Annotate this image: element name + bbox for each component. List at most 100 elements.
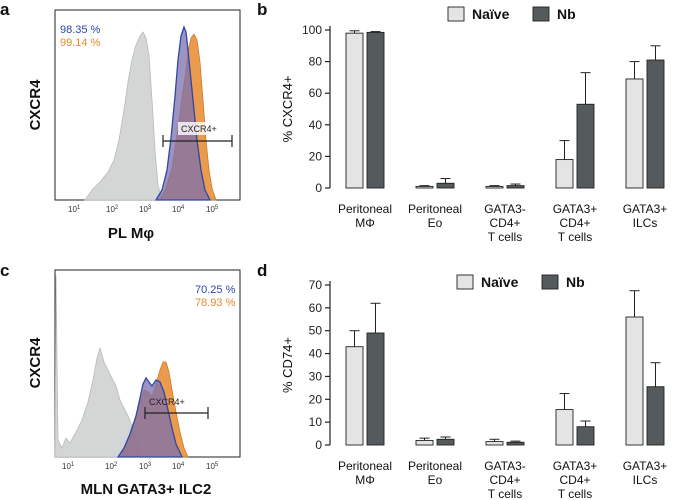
chart-b-bar-2-0	[485, 185, 504, 189]
flow-a-xtick-3: 103	[139, 205, 152, 214]
flow-c-xtick-4: 104	[172, 462, 185, 471]
chart-d-ytick-label-0: 0	[315, 438, 322, 452]
panel-letter-a: a	[0, 0, 10, 19]
chart-b-ytick-label-5: 100	[302, 23, 322, 37]
chart-d-ytick-label-1: 10	[309, 415, 323, 429]
chart-d-legend-swatch-1	[541, 274, 559, 290]
chart-b-category-label-0-0: Peritoneal	[338, 202, 392, 216]
chart-b-legend-label-0: Naïve	[472, 6, 510, 22]
chart-d-category-label-4-0: GATA3+	[623, 459, 668, 473]
flow-a-xlabel: PL Mφ	[108, 225, 155, 242]
chart-d-ytick-label-2: 20	[309, 392, 323, 406]
flow-c-xtick-1: 101	[62, 462, 75, 471]
chart-d-category-label-2-1: CD4+	[489, 473, 520, 487]
chart-d-bar-4-1	[646, 386, 665, 446]
chart-b-ytick-label-3: 60	[309, 86, 323, 100]
flow-a-xtick-4: 104	[172, 205, 185, 214]
chart-d-category-label-2-0: GATA3-	[484, 459, 526, 473]
chart-d-bar-2-1	[506, 441, 525, 446]
chart-d-category-label-1-0: Peritoneal	[408, 459, 462, 473]
flow-c-xtick-3: 103	[139, 462, 152, 471]
chart-b-category-label-2-2: T cells	[488, 230, 522, 244]
flow-c-xtick-2: 102	[105, 462, 118, 471]
flow-c-orange-percent: 78.93 %	[195, 297, 236, 309]
chart-d-legend-label-0: Naïve	[481, 274, 519, 290]
chart-b-category-label-3-1: CD4+	[559, 216, 590, 230]
flow-c-blue-histogram	[116, 376, 184, 458]
chart-d-category-label-0-0: Peritoneal	[338, 459, 392, 473]
chart-b-legend-swatch-0	[447, 6, 465, 22]
chart-b-bar-0-0	[345, 32, 364, 189]
flow-c-xticks: 101 102 103 104 105	[62, 462, 219, 471]
chart-d-category-label-0-1: MΦ	[355, 473, 375, 487]
panel-letter-d: d	[257, 261, 267, 280]
chart-b-category-label-1-0: Peritoneal	[408, 202, 462, 216]
chart-b-category-label-3-2: T cells	[558, 230, 592, 244]
chart-b-category-label-0-1: MΦ	[355, 216, 375, 230]
chart-b-category-label-1-1: Eo	[428, 216, 443, 230]
flow-a-gate-label: CXCR4+	[181, 124, 217, 134]
chart-b-ytick-label-1: 20	[309, 149, 323, 163]
chart-b-category-label-3-0: GATA3+	[553, 202, 598, 216]
chart-b-bar-0-1	[366, 31, 385, 189]
panel-a: a CXCR4 98.35 % 99.14 % CXCR4+ 101 102 1…	[0, 0, 241, 242]
flow-a-gate-label-bg	[178, 122, 216, 135]
chart-b-legend-label-1: Nb	[557, 6, 576, 22]
chart-d-ylabel: % CD74+	[280, 337, 295, 393]
chart-d-category-label-2-2: T cells	[488, 487, 522, 500]
panel-letter-b: b	[257, 0, 267, 19]
chart-d-bar-4-0	[625, 316, 644, 446]
chart-d-ytick-label-4: 40	[309, 347, 323, 361]
chart-b-category-label-2-1: CD4+	[489, 216, 520, 230]
chart-d-ytick-label-7: 70	[309, 278, 323, 292]
chart-d-ytick-label-6: 60	[309, 301, 323, 315]
chart-d-bar-3-1	[576, 426, 595, 446]
chart-b-category-label-4-0: GATA3+	[623, 202, 668, 216]
chart-b-ytick-label-4: 80	[309, 55, 323, 69]
flow-c-blue-percent: 70.25 %	[195, 284, 236, 296]
chart-d-bar-1-0	[415, 439, 434, 446]
chart-d-legend-swatch-0	[456, 274, 474, 290]
flow-a-xtick-2: 102	[106, 205, 119, 214]
chart-d-category-label-1-1: Eo	[428, 473, 443, 487]
chart-b-bar-4-0	[625, 78, 644, 189]
flow-c-xtick-5: 105	[206, 462, 219, 471]
flow-a-blue-percent: 98.35 %	[60, 24, 101, 36]
panel-c: c CXCR4 70.25 % 78.93 % CXCR4+ 101 102 1…	[0, 261, 241, 498]
flow-a-xticks: 101 102 103 104 105	[68, 205, 219, 214]
flow-a-grey-histogram	[84, 31, 163, 201]
chart-d-bar-0-0	[345, 346, 364, 446]
flow-c-gate-label: CXCR4+	[149, 397, 185, 407]
panel-letter-c: c	[0, 261, 9, 280]
chart-b-ytick-label-2: 40	[309, 118, 323, 132]
chart-b-category-label-4-1: ILCs	[633, 216, 658, 230]
flow-a-blue-histogram	[154, 25, 212, 201]
chart-d-bar-1-1	[436, 438, 455, 446]
chart-d-bar-2-0	[485, 441, 504, 446]
chart-d-legend-label-1: Nb	[566, 274, 585, 290]
chart-b-bar-3-1	[576, 103, 595, 189]
chart-d-ytick-label-3: 30	[309, 369, 323, 383]
chart-b-bar-3-0	[555, 159, 574, 189]
chart-d-category-label-3-0: GATA3+	[553, 459, 598, 473]
flow-c-ylabel: CXCR4	[27, 337, 44, 389]
flow-a-xtick-5: 105	[206, 205, 219, 214]
chart-b-bar-4-1	[646, 59, 665, 189]
chart-b-bar-1-0	[415, 185, 434, 189]
chart-d-category-label-3-2: T cells	[558, 487, 592, 500]
chart-b-ytick-label-0: 0	[315, 181, 322, 195]
flow-c-xlabel: MLN GATA3+ ILC2	[81, 481, 212, 498]
flow-a-ylabel: CXCR4	[27, 79, 44, 131]
chart-b-ylabel: % CXCR4+	[280, 76, 295, 143]
chart-d-category-label-3-1: CD4+	[559, 473, 590, 487]
flow-a-xtick-1: 101	[68, 205, 81, 214]
chart-b-bar-1-1	[436, 182, 455, 189]
chart-b-category-label-2-0: GATA3-	[484, 202, 526, 216]
chart-b-bar-2-1	[506, 185, 525, 189]
chart-d-bar-3-0	[555, 409, 574, 446]
chart-b-legend-swatch-1	[532, 6, 550, 22]
chart-d-category-label-4-1: ILCs	[633, 473, 658, 487]
